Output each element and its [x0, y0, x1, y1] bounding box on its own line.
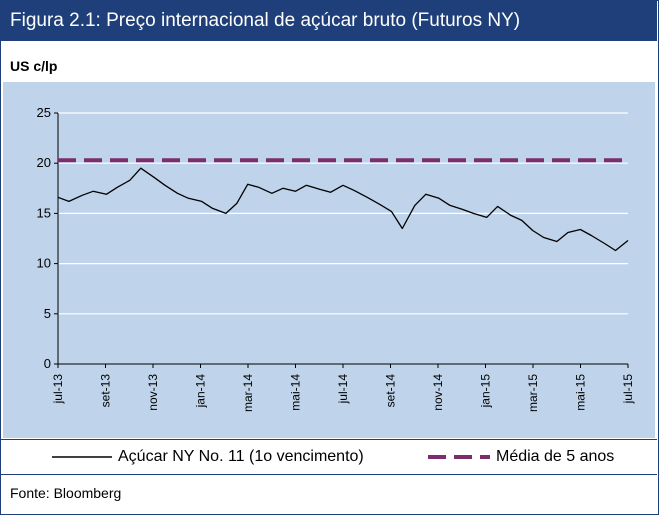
y-tick-label: 0 [44, 356, 51, 371]
x-tick-label: jan-15 [479, 374, 493, 409]
x-tick-label: jul-14 [336, 374, 350, 405]
legend: Açúcar NY No. 11 (1o vencimento) Média d… [0, 439, 657, 475]
x-tick-label: nov-13 [146, 374, 160, 411]
x-tick-label: mar-15 [526, 374, 540, 412]
legend-dashed-line-icon [428, 455, 490, 459]
price-line [57, 167, 629, 252]
series-layer [57, 158, 629, 252]
legend-item-series: Açúcar NY No. 11 (1o vencimento) [52, 440, 364, 474]
x-tick-label: set-13 [99, 374, 113, 408]
y-tick-label: 5 [44, 306, 51, 321]
x-tick-label: mai-14 [289, 374, 303, 411]
x-tick-label: mar-14 [241, 374, 255, 412]
x-tick-label: jan-14 [194, 374, 208, 409]
legend-label-series: Açúcar NY No. 11 (1o vencimento) [118, 448, 364, 465]
y-unit-label: US c/lp [10, 58, 58, 74]
y-tick-label: 15 [37, 205, 51, 220]
legend-solid-line-icon [52, 456, 112, 458]
y-tick-label: 25 [37, 105, 51, 120]
x-tick-label: set-14 [384, 374, 398, 408]
source-note: Fonte: Bloomberg [10, 485, 122, 501]
x-tick-label: mai-15 [574, 374, 588, 411]
y-tick-label: 10 [37, 256, 51, 271]
y-tick-label: 20 [37, 155, 51, 170]
chart-svg: 0 5 10 15 20 25 jul-13 set-13 nov-13 jan-14 mar-14… [3, 82, 655, 438]
legend-item-average: Média de 5 anos [428, 440, 614, 474]
grid-layer [58, 112, 628, 315]
x-tick-label: nov-14 [431, 374, 445, 411]
x-tick-label: jul-15 [621, 374, 635, 405]
plot-area-background [3, 82, 655, 438]
legend-label-average: Média de 5 anos [496, 448, 615, 465]
x-tick-label: jul-13 [51, 374, 65, 405]
axis-layer: 0 5 10 15 20 25 jul-13 set-13 nov-13 jan-14 mar-14… [37, 105, 635, 412]
figure-title: Figura 2.1: Preço internacional de açúca… [0, 0, 657, 41]
